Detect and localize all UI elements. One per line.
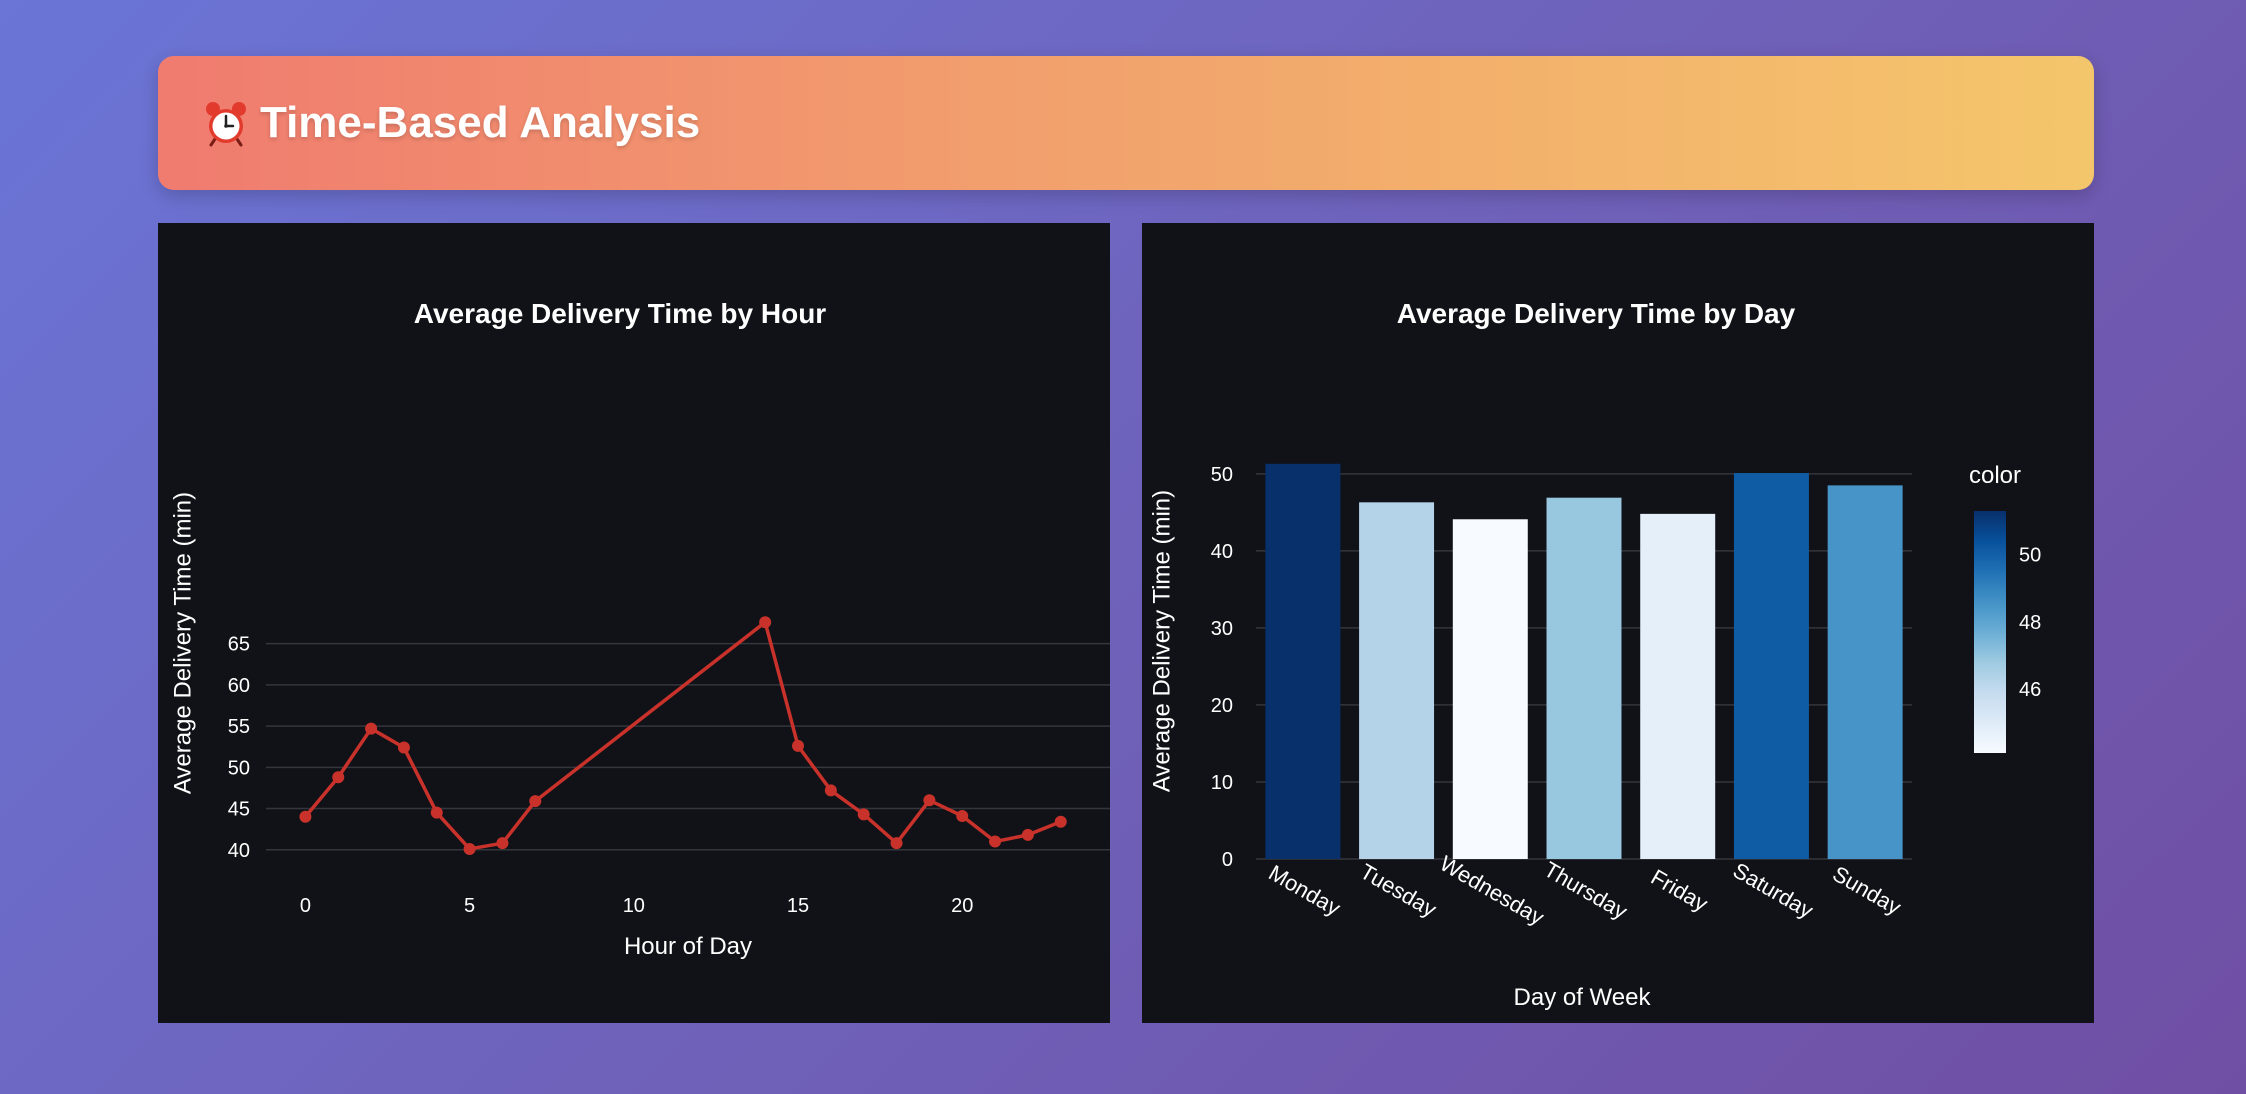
bar-saturday — [1733, 473, 1809, 859]
x-tick-label: Tuesday — [1356, 859, 1441, 922]
x-tick-label: 20 — [951, 895, 973, 917]
colorbar-tick-label: 46 — [2019, 679, 2041, 701]
colorbar — [1974, 511, 2006, 753]
data-point — [890, 837, 903, 850]
bar-sunday — [1827, 485, 1903, 859]
page-title: Time-Based Analysis — [260, 98, 701, 147]
x-tick-label: 0 — [300, 895, 311, 917]
y-tick-label: 0 — [1222, 849, 1233, 871]
y-tick-label: 10 — [1211, 772, 1233, 794]
data-point — [1021, 828, 1034, 841]
data-point — [989, 835, 1002, 848]
daily-chart-panel: Average Delivery Time by Day 0 10 20 30 40 50 M… — [1142, 223, 2094, 1023]
y-tick-label: 30 — [1211, 618, 1233, 640]
x-tick-label: Sunday — [1828, 861, 1905, 920]
header-title-group: Time-Based Analysis — [202, 56, 700, 190]
data-point — [365, 722, 378, 735]
header-banner: Time-Based Analysis — [158, 56, 2094, 190]
colorbar-title: color — [1969, 462, 2021, 489]
y-tick-label: 40 — [228, 840, 250, 862]
colorbar-tick-label: 48 — [2019, 612, 2041, 634]
chart-title: Average Delivery Time by Hour — [414, 298, 827, 329]
daily-bar-chart: Average Delivery Time by Day 0 10 20 30 40 50 M… — [1148, 298, 2041, 1011]
bar-tuesday — [1359, 502, 1435, 859]
data-point — [332, 771, 345, 784]
y-tick-label: 50 — [228, 757, 250, 779]
data-point — [923, 794, 936, 807]
data-point — [956, 809, 969, 822]
colorbar-tick-label: 50 — [2019, 545, 2041, 567]
y-axis-label: Average Delivery Time (min) — [1148, 490, 1175, 792]
x-tick-label: Thursday — [1540, 857, 1632, 925]
bar-monday — [1265, 463, 1341, 859]
y-tick-label: 60 — [228, 675, 250, 697]
data-point — [792, 739, 805, 752]
y-tick-label: 50 — [1211, 464, 1233, 486]
x-tick-label: Monday — [1264, 860, 1344, 921]
x-tick-label: Saturday — [1729, 858, 1818, 924]
data-point — [299, 810, 312, 823]
data-point — [496, 837, 509, 850]
data-point — [759, 616, 772, 629]
x-axis-label: Day of Week — [1514, 984, 1652, 1011]
y-tick-label: 65 — [228, 634, 250, 656]
x-tick-label: Friday — [1647, 864, 1712, 916]
series-line — [304, 620, 1062, 851]
data-point — [430, 806, 443, 819]
y-tick-label: 45 — [228, 799, 250, 821]
data-point — [824, 784, 837, 797]
hourly-chart-panel: Average Delivery Time by Hour 40 45 50 55 60 6… — [158, 223, 1110, 1023]
bar-friday — [1640, 513, 1716, 859]
y-tick-label: 55 — [228, 716, 250, 738]
bar-wednesday — [1452, 519, 1528, 859]
bar-thursday — [1546, 497, 1622, 859]
y-axis-label: Average Delivery Time (min) — [169, 492, 196, 794]
x-tick-label: Wednesday — [1436, 851, 1549, 931]
chart-title: Average Delivery Time by Day — [1397, 298, 1796, 329]
x-tick-label: 15 — [787, 895, 809, 917]
data-point — [463, 842, 476, 855]
data-point — [529, 795, 542, 808]
y-tick-label: 40 — [1211, 541, 1233, 563]
x-axis-label: Hour of Day — [624, 933, 752, 960]
data-point — [1054, 815, 1067, 828]
x-tick-label: 5 — [464, 895, 475, 917]
data-point — [397, 741, 410, 754]
y-tick-label: 20 — [1211, 695, 1233, 717]
alarm-clock-icon — [206, 102, 246, 147]
x-tick-label: 10 — [623, 895, 645, 917]
data-point — [857, 808, 870, 821]
hourly-line-chart: Average Delivery Time by Hour40455055606… — [169, 298, 1110, 960]
